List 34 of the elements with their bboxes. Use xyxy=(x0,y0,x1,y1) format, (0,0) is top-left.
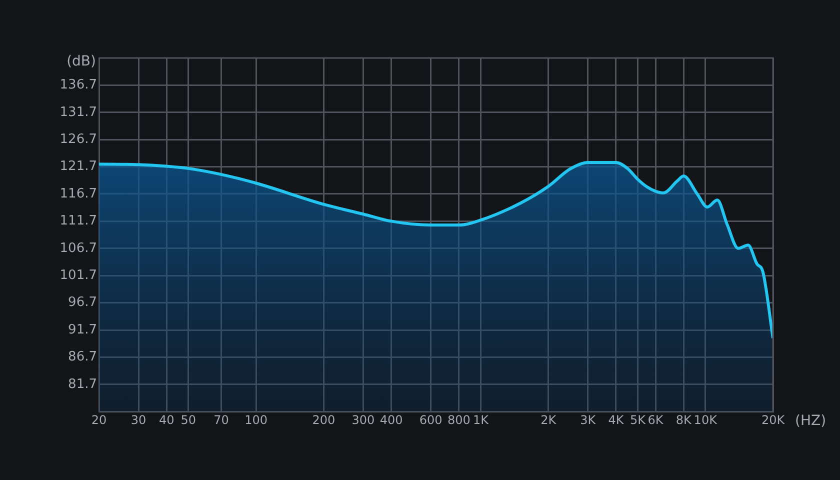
y-tick-label: 126.7 xyxy=(60,132,97,147)
x-tick-label: 20 xyxy=(91,412,107,427)
y-tick-label: 96.7 xyxy=(68,295,97,310)
y-tick-label: 131.7 xyxy=(60,104,97,120)
y-tick-label: 106.7 xyxy=(60,240,97,256)
x-tick-label: 400 xyxy=(380,412,403,427)
y-tick-label: 116.7 xyxy=(60,186,97,202)
x-tick-label: 6K xyxy=(648,412,664,427)
y-tick-label: 111.7 xyxy=(60,214,97,229)
x-tick-label: 5K xyxy=(630,412,647,427)
x-tick-label: 100 xyxy=(244,412,268,427)
x-tick-label: 8K xyxy=(676,412,692,427)
y-tick-label: 101.7 xyxy=(60,268,97,283)
x-tick-label: 600 xyxy=(419,412,442,427)
y-tick-label: 86.7 xyxy=(68,350,97,365)
y-tick-label: 81.7 xyxy=(68,376,97,392)
x-axis-title: (HZ) xyxy=(795,413,826,430)
x-tick-label: 20K xyxy=(761,412,786,427)
y-tick-label: 136.7 xyxy=(60,78,97,93)
x-tick-label: 200 xyxy=(312,412,336,427)
x-tick-label: 30 xyxy=(130,412,146,427)
x-tick-label: 4K xyxy=(608,412,625,427)
y-tick-label: 121.7 xyxy=(60,159,97,174)
x-tick-label: 70 xyxy=(214,412,229,427)
x-tick-label: 3K xyxy=(580,412,597,427)
x-tick-label: 2K xyxy=(540,412,558,427)
y-axis-title: (dB) xyxy=(66,54,96,70)
x-tick-label: 10K xyxy=(694,412,718,427)
x-tick-label: 50 xyxy=(180,412,196,427)
x-tick-label: 300 xyxy=(352,412,375,427)
x-tick-label: 800 xyxy=(447,412,470,427)
x-tick-label: 40 xyxy=(158,412,174,427)
y-tick-label: 91.7 xyxy=(68,322,97,338)
x-tick-label: 1K xyxy=(472,412,490,427)
